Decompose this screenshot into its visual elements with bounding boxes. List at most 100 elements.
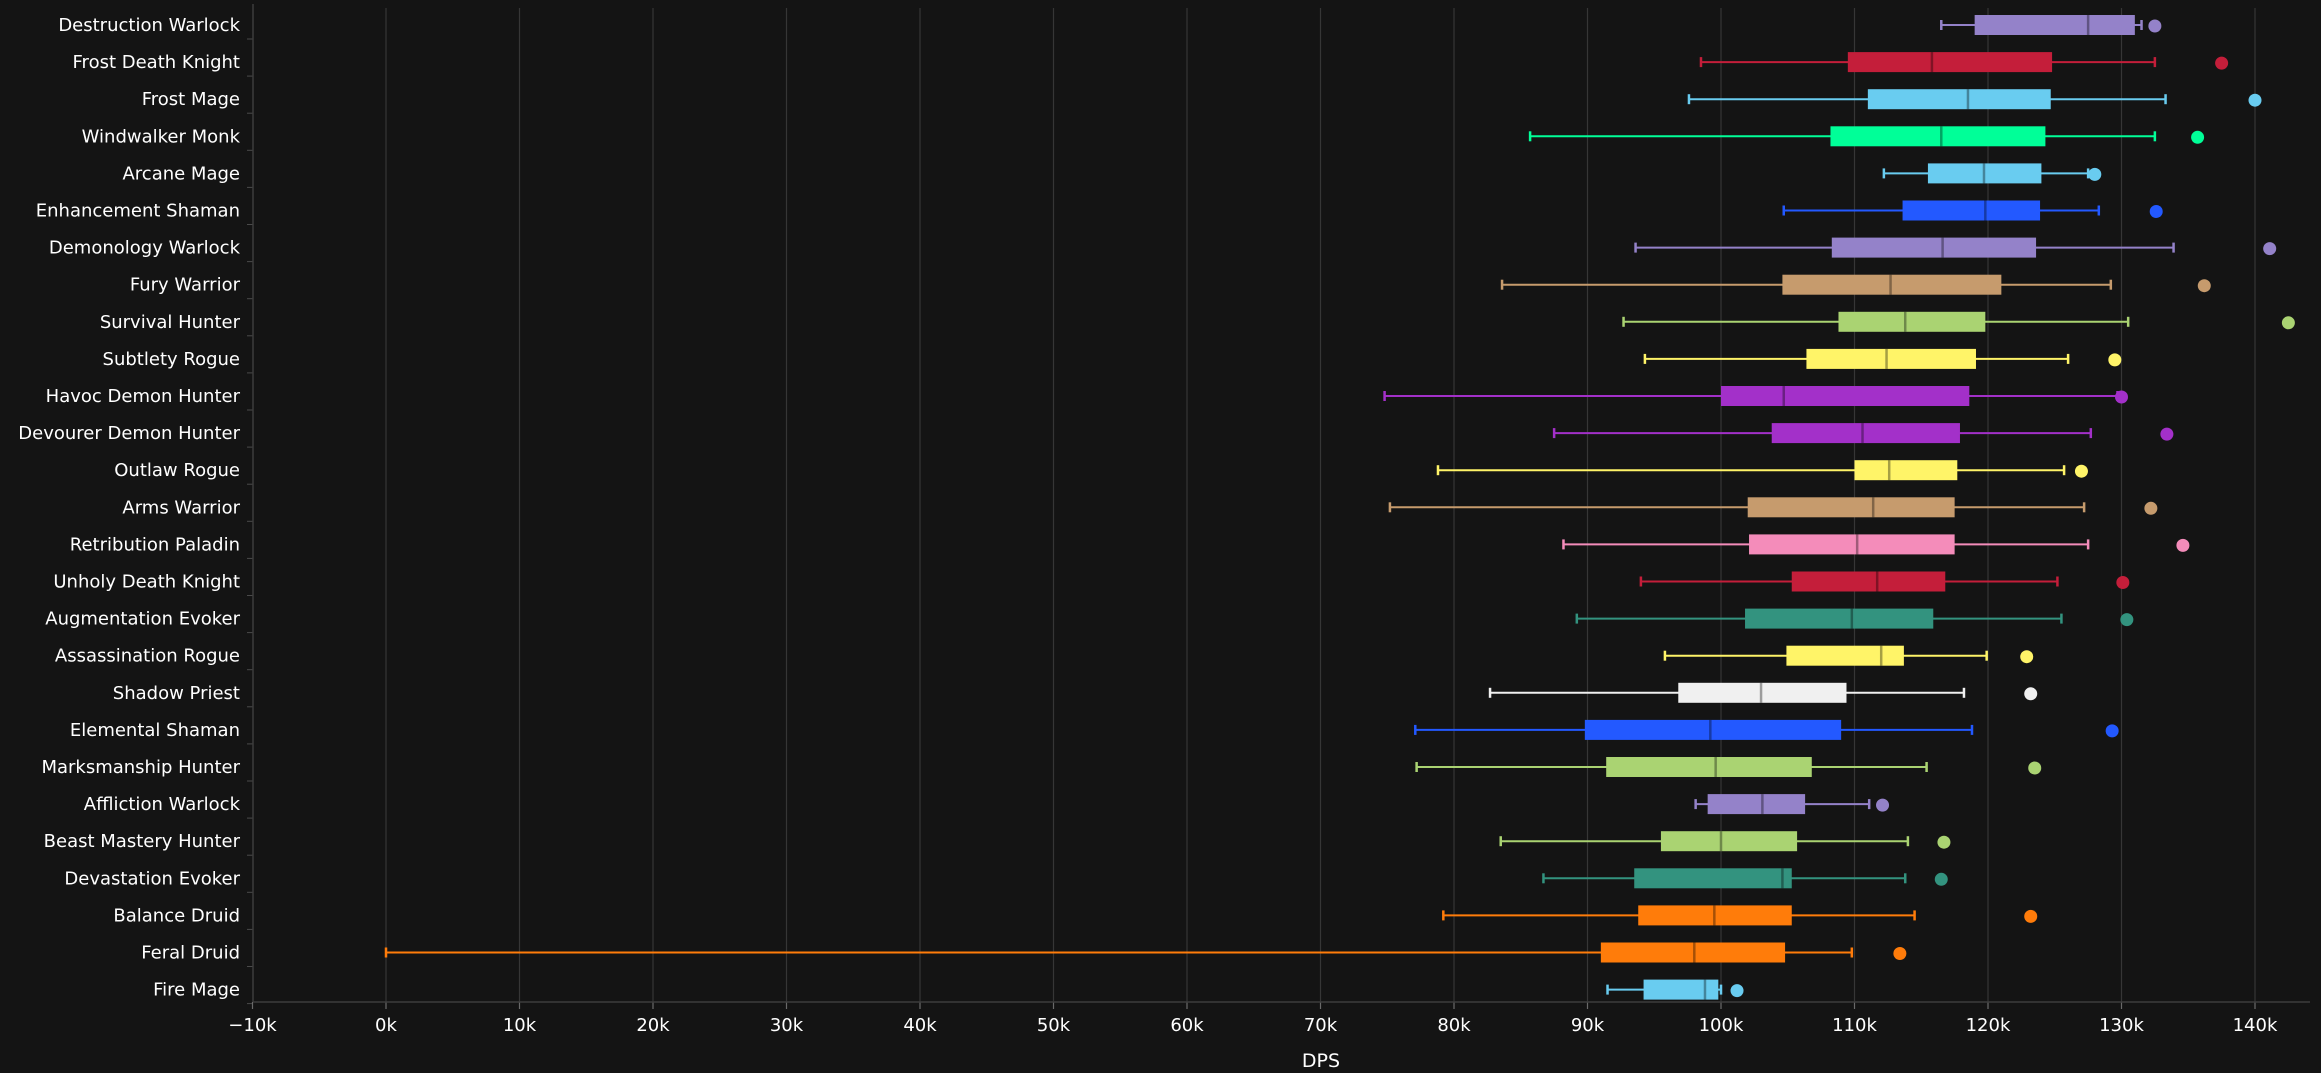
x-tick-label: 30k	[770, 1015, 804, 1036]
category-label: Havoc Demon Hunter	[46, 386, 241, 407]
box-group	[1562, 534, 2190, 555]
box-group	[1634, 237, 2277, 258]
outlier-point	[2105, 724, 2119, 738]
outlier-point	[2191, 130, 2205, 144]
outlier-point	[2115, 390, 2128, 404]
iqr-box	[1643, 979, 1719, 1000]
box-group	[1414, 719, 2119, 740]
x-axis-ticks: −10k 0k 10k 20k 30k 40k 50k 60k 70k 80k 90k 100k 110…	[228, 1002, 2278, 1036]
iqr-box	[1838, 311, 1986, 332]
outlier-point	[2148, 19, 2162, 33]
x-tick-label: −10k	[228, 1015, 277, 1036]
box-group	[1694, 794, 1890, 815]
iqr-box	[1678, 682, 1847, 703]
x-tick-label: 20k	[636, 1015, 670, 1036]
box-group	[1782, 200, 2163, 221]
outlier-point	[2144, 501, 2158, 515]
iqr-box	[1606, 757, 1812, 777]
outlier-point	[2281, 316, 2295, 330]
iqr-box	[1745, 608, 1934, 629]
category-label: Fire Mage	[153, 980, 240, 1001]
x-tick-label: 50k	[1037, 1015, 1071, 1036]
box-group	[1552, 423, 2174, 444]
iqr-box	[1786, 645, 1904, 666]
box-group	[1500, 274, 2211, 295]
iqr-box	[1830, 126, 2046, 147]
box-group	[1622, 311, 2295, 332]
box-group	[1499, 831, 1951, 852]
x-tick-label: 0k	[375, 1015, 397, 1036]
x-tick-label: 140k	[2233, 1015, 2278, 1036]
iqr-box	[1638, 905, 1792, 926]
box-group	[1606, 979, 1744, 1000]
category-label: Arms Warrior	[122, 497, 240, 518]
category-label: Demonology Warlock	[49, 238, 241, 259]
iqr-box	[1847, 52, 2053, 73]
box-group	[1687, 89, 2262, 110]
outlier-point	[2176, 538, 2190, 552]
iqr-box	[1902, 200, 2041, 221]
x-tick-label: 80k	[1437, 1015, 1471, 1036]
outlier-point	[2197, 279, 2211, 293]
box-group	[1940, 15, 2162, 35]
category-label: Unholy Death Knight	[53, 572, 240, 593]
x-tick-label: 130k	[2099, 1015, 2144, 1036]
box-group	[1575, 608, 2134, 629]
box-series	[384, 15, 2295, 1000]
category-label: Balance Druid	[113, 905, 240, 926]
category-label: Frost Death Knight	[73, 52, 240, 73]
category-label: Assassination Rogue	[55, 646, 240, 667]
x-tick-label: 120k	[1966, 1015, 2011, 1036]
outlier-point	[1730, 984, 1744, 998]
category-label: Beast Mastery Hunter	[44, 831, 241, 852]
category-label: Elemental Shaman	[70, 720, 240, 741]
outlier-point	[2020, 650, 2034, 664]
x-tick-label: 100k	[1699, 1015, 1744, 1036]
box-group	[1639, 571, 2130, 592]
iqr-box	[1782, 274, 2002, 295]
box-group	[1882, 163, 2102, 184]
outlier-point	[2215, 56, 2229, 70]
outlier-point	[2024, 909, 2038, 923]
outlier-point	[2074, 464, 2088, 478]
outlier-point	[2120, 613, 2134, 627]
iqr-box	[1974, 15, 2135, 35]
box-group	[1383, 386, 2128, 406]
iqr-box	[1791, 571, 1946, 592]
category-label: Enhancement Shaman	[36, 201, 240, 222]
iqr-box	[1831, 237, 2037, 258]
x-tick-label: 70k	[1304, 1015, 1338, 1036]
category-label: Affliction Warlock	[84, 794, 241, 815]
category-label: Outlaw Rogue	[114, 460, 240, 481]
category-label: Destruction Warlock	[58, 15, 240, 36]
outlier-point	[2108, 353, 2122, 367]
box-group	[384, 942, 1907, 963]
x-axis-title: DPS	[1302, 1050, 1340, 1072]
grid-lines	[385, 8, 2256, 1002]
iqr-box	[1584, 719, 1842, 740]
category-label: Augmentation Evoker	[45, 609, 240, 630]
category-label: Arcane Mage	[122, 163, 240, 184]
iqr-box	[1806, 348, 1976, 369]
category-labels: Destruction Warlock Frost Death Knight Fro…	[18, 15, 253, 1005]
box-group	[1415, 757, 2042, 777]
category-label: Marksmanship Hunter	[41, 757, 240, 778]
iqr-box	[1721, 386, 1970, 406]
x-tick-label: 110k	[1832, 1015, 1877, 1036]
iqr-box	[1867, 89, 2051, 110]
outlier-point	[2263, 242, 2277, 256]
iqr-box	[1600, 942, 1786, 963]
category-label: Devastation Evoker	[64, 868, 240, 889]
box-group	[1699, 52, 2229, 73]
outlier-point	[2088, 167, 2102, 181]
iqr-box	[1634, 868, 1792, 889]
outlier-point	[2248, 93, 2262, 107]
category-label: Subtlety Rogue	[103, 349, 240, 370]
category-label: Retribution Paladin	[70, 534, 240, 555]
box-group	[1442, 905, 2038, 926]
x-tick-label: 10k	[503, 1015, 537, 1036]
iqr-box	[1854, 460, 1958, 481]
box-group	[1488, 682, 2038, 703]
x-tick-label: 60k	[1170, 1015, 1204, 1036]
